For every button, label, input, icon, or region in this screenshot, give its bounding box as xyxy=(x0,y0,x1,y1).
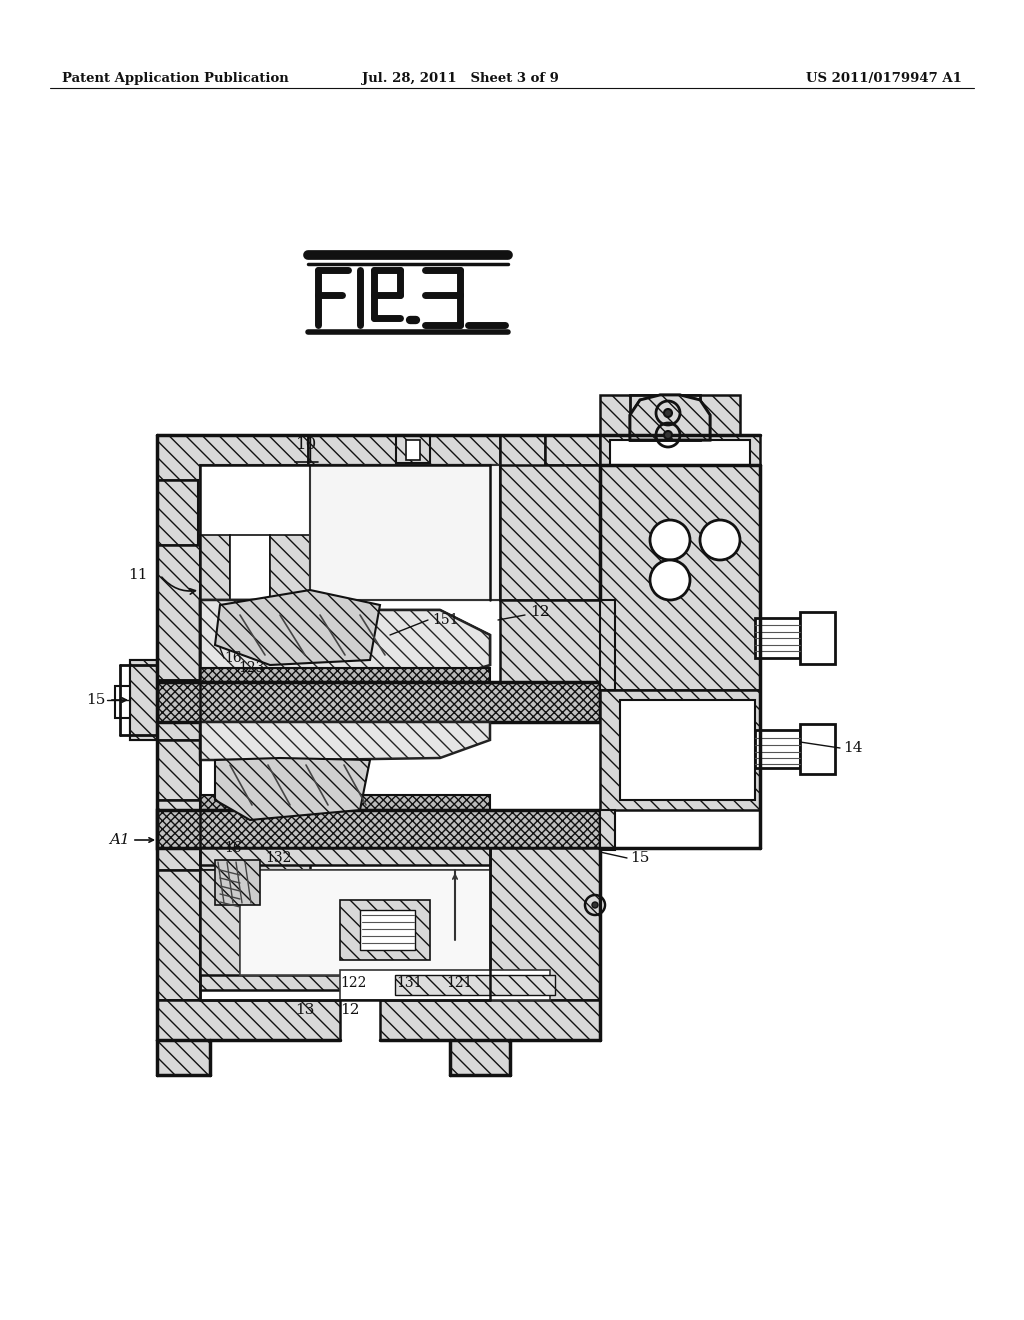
Text: 151: 151 xyxy=(432,612,459,627)
Bar xyxy=(157,436,308,480)
Text: 12: 12 xyxy=(530,605,550,619)
Circle shape xyxy=(664,432,672,440)
Polygon shape xyxy=(215,758,370,820)
Text: A1: A1 xyxy=(110,833,130,847)
Bar xyxy=(406,440,420,459)
Bar xyxy=(600,436,760,545)
Text: 132: 132 xyxy=(265,851,292,865)
Bar xyxy=(230,535,270,601)
Bar xyxy=(198,480,270,545)
Bar xyxy=(395,975,555,995)
Polygon shape xyxy=(630,395,710,440)
Polygon shape xyxy=(215,590,380,665)
Bar xyxy=(200,870,490,979)
Bar xyxy=(157,480,198,545)
Bar xyxy=(600,601,615,690)
Bar xyxy=(200,870,240,979)
Bar xyxy=(157,680,200,741)
Bar xyxy=(115,686,130,718)
Bar xyxy=(340,970,550,1001)
Bar xyxy=(200,668,490,682)
Bar xyxy=(450,1040,510,1074)
Bar xyxy=(157,810,600,847)
Bar xyxy=(600,465,760,690)
Bar xyxy=(157,1040,210,1074)
Bar xyxy=(157,1040,210,1074)
Circle shape xyxy=(664,409,672,417)
Bar xyxy=(630,395,700,440)
Circle shape xyxy=(592,902,598,908)
Bar xyxy=(200,847,490,865)
Bar xyxy=(308,436,500,465)
Text: 15: 15 xyxy=(630,851,649,865)
Text: 15: 15 xyxy=(86,693,105,708)
Text: 121: 121 xyxy=(446,975,473,990)
Bar xyxy=(200,847,310,870)
Bar xyxy=(240,870,490,975)
Bar xyxy=(130,660,157,741)
Bar xyxy=(800,723,835,774)
Bar xyxy=(600,810,615,850)
Bar xyxy=(340,900,430,960)
Bar xyxy=(755,730,800,768)
Bar xyxy=(157,800,200,870)
Bar xyxy=(490,847,600,1001)
Bar xyxy=(215,861,260,906)
Text: 16: 16 xyxy=(224,841,242,855)
Polygon shape xyxy=(200,601,490,680)
Bar xyxy=(157,741,200,800)
Polygon shape xyxy=(200,601,490,680)
Bar xyxy=(270,535,310,601)
Text: 14: 14 xyxy=(843,741,862,755)
Text: US 2011/0179947 A1: US 2011/0179947 A1 xyxy=(806,73,962,84)
Text: 16: 16 xyxy=(224,651,242,665)
Text: 11: 11 xyxy=(128,568,148,582)
Bar xyxy=(200,465,500,601)
Bar xyxy=(157,682,600,722)
Text: Patent Application Publication: Patent Application Publication xyxy=(62,73,289,84)
Text: 123: 123 xyxy=(238,661,264,675)
Bar xyxy=(600,690,760,810)
Bar xyxy=(130,660,157,741)
Text: 122: 122 xyxy=(340,975,367,990)
Polygon shape xyxy=(200,722,490,760)
Circle shape xyxy=(650,520,690,560)
Bar xyxy=(500,601,600,690)
Bar xyxy=(600,395,740,436)
Circle shape xyxy=(650,560,690,601)
Bar xyxy=(610,440,750,543)
Text: 131: 131 xyxy=(396,975,423,990)
Bar xyxy=(396,436,430,463)
Bar xyxy=(270,480,310,545)
Bar xyxy=(157,870,200,1001)
Bar xyxy=(200,795,490,810)
Polygon shape xyxy=(630,395,710,440)
Bar xyxy=(755,618,800,657)
Text: 10: 10 xyxy=(296,436,317,453)
Bar xyxy=(360,909,415,950)
Bar xyxy=(545,436,600,465)
Bar xyxy=(200,535,230,601)
Text: 12: 12 xyxy=(340,1003,359,1016)
Bar xyxy=(450,1040,510,1074)
Circle shape xyxy=(700,520,740,560)
Bar xyxy=(157,1001,340,1040)
Bar xyxy=(620,700,755,800)
Bar xyxy=(500,465,600,601)
Bar xyxy=(500,436,545,545)
Bar xyxy=(380,1001,600,1040)
Bar xyxy=(157,1001,200,1020)
Text: 13: 13 xyxy=(295,1003,314,1016)
Text: Jul. 28, 2011   Sheet 3 of 9: Jul. 28, 2011 Sheet 3 of 9 xyxy=(361,73,558,84)
Bar xyxy=(200,975,490,990)
Bar xyxy=(308,465,500,543)
Bar xyxy=(310,465,500,601)
Bar xyxy=(800,612,835,664)
Bar xyxy=(157,545,200,680)
